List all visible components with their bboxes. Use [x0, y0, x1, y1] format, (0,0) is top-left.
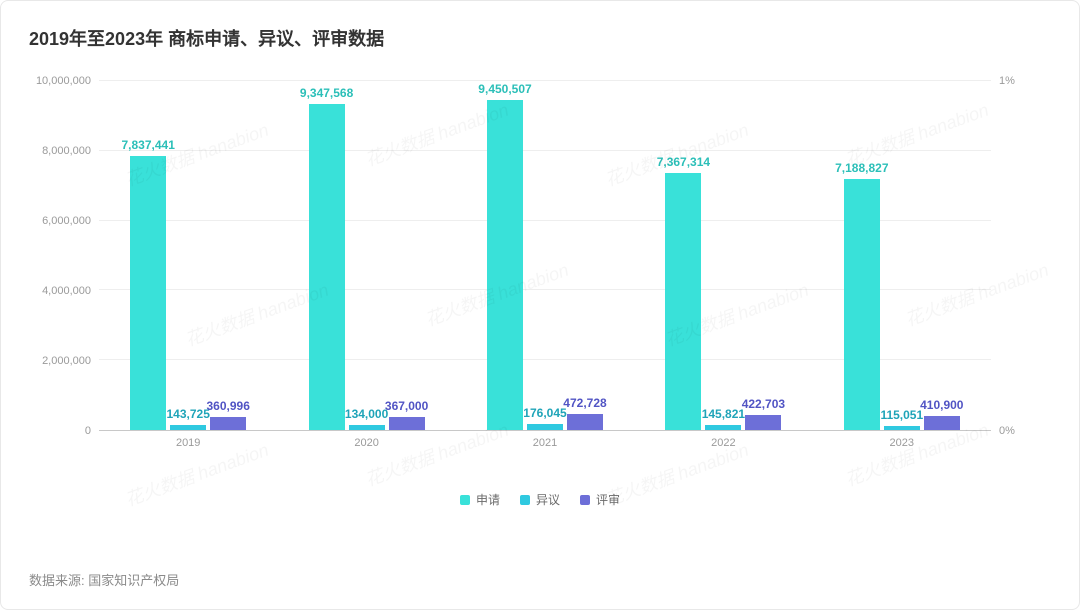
legend-swatch [460, 495, 470, 505]
bar-label-review: 422,703 [742, 397, 785, 411]
x-tick: 2020 [354, 437, 378, 449]
bar-label-review: 367,000 [385, 399, 428, 413]
bar-group: 9,450,507176,045472,728 [487, 81, 603, 430]
y-axis-right: 0%1% [991, 81, 1051, 431]
bar-label-oppose: 145,821 [702, 407, 745, 421]
legend-label: 异议 [536, 491, 560, 508]
bar-label-apply: 7,188,827 [835, 161, 888, 175]
bar-label-review: 410,900 [920, 398, 963, 412]
bar-apply: 9,347,568 [309, 104, 345, 430]
legend-item-review: 评审 [580, 491, 620, 508]
bar-oppose: 115,051 [884, 426, 920, 430]
bar-review: 472,728 [567, 414, 603, 430]
y-tick-right: 0% [999, 425, 1015, 437]
x-axis: 2019 2020 2021 2022 2023 [99, 431, 991, 481]
chart-area: 02,000,0004,000,0006,000,0008,000,00010,… [29, 81, 1051, 481]
bar-oppose: 143,725 [170, 425, 206, 430]
bar-group: 7,837,441143,725360,996 [130, 81, 246, 430]
bar-label-oppose: 115,051 [880, 408, 923, 422]
legend-label: 申请 [476, 491, 500, 508]
x-tick: 2023 [890, 437, 914, 449]
plot-area: 7,837,441143,725360,9969,347,568134,0003… [99, 81, 991, 431]
chart-title: 2019年至2023年 商标申请、异议、评审数据 [29, 25, 1051, 51]
bar-review: 367,000 [389, 417, 425, 430]
legend-item-apply: 申请 [460, 491, 500, 508]
bar-oppose: 176,045 [527, 424, 563, 430]
legend-label: 评审 [596, 491, 620, 508]
bar-label-apply: 7,367,314 [657, 155, 710, 169]
bar-label-apply: 9,450,507 [478, 82, 531, 96]
bar-apply: 7,837,441 [130, 156, 166, 430]
legend: 申请 异议 评审 [29, 491, 1051, 508]
bar-review: 422,703 [745, 415, 781, 430]
bar-group: 7,188,827115,051410,900 [844, 81, 960, 430]
bar-label-apply: 9,347,568 [300, 86, 353, 100]
y-tick-left: 10,000,000 [36, 75, 91, 87]
legend-swatch [520, 495, 530, 505]
bar-review: 410,900 [924, 416, 960, 430]
bar-apply: 7,188,827 [844, 179, 880, 430]
bar-label-oppose: 134,000 [345, 407, 388, 421]
bar-group: 9,347,568134,000367,000 [309, 81, 425, 430]
y-tick-left: 0 [85, 425, 91, 437]
bar-apply: 7,367,314 [665, 173, 701, 430]
bar-group: 7,367,314145,821422,703 [665, 81, 781, 430]
bar-label-apply: 7,837,441 [121, 138, 174, 152]
chart-card: 2019年至2023年 商标申请、异议、评审数据 0 2,000,000 4,000… [0, 0, 1080, 610]
x-tick: 2021 [533, 437, 557, 449]
y-axis-left: 02,000,0004,000,0006,000,0008,000,00010,… [29, 81, 99, 431]
x-tick: 2019 [176, 437, 200, 449]
bar-label-oppose: 176,045 [523, 406, 566, 420]
bar-label-review: 472,728 [563, 396, 606, 410]
bar-oppose: 134,000 [349, 425, 385, 430]
y-tick-left: 6,000,000 [42, 215, 91, 227]
x-tick: 2022 [711, 437, 735, 449]
y-tick-left: 4,000,000 [42, 285, 91, 297]
legend-swatch [580, 495, 590, 505]
bar-oppose: 145,821 [705, 425, 741, 430]
y-tick-left: 2,000,000 [42, 355, 91, 367]
bar-label-oppose: 143,725 [166, 407, 209, 421]
data-source: 数据来源: 国家知识产权局 [29, 570, 179, 589]
bar-apply: 9,450,507 [487, 100, 523, 430]
y-tick-right: 1% [999, 75, 1015, 87]
y-tick-left: 8,000,000 [42, 145, 91, 157]
bar-review: 360,996 [210, 417, 246, 430]
bar-label-review: 360,996 [206, 399, 249, 413]
legend-item-oppose: 异议 [520, 491, 560, 508]
